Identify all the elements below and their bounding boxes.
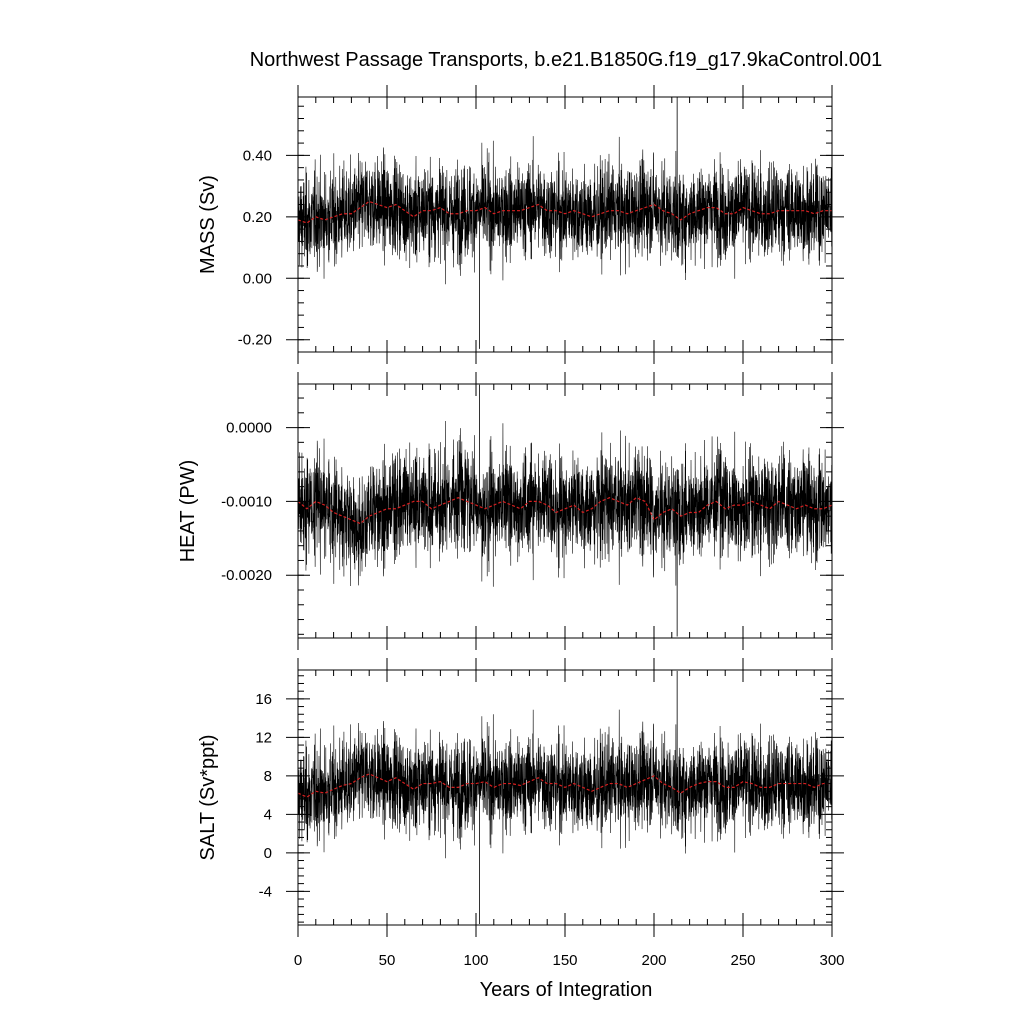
y-tick-label: 8	[264, 768, 272, 785]
series-monthly-heat	[297, 421, 833, 587]
y-tick-label: -0.0020	[221, 567, 272, 584]
series-running-mean-salt	[297, 773, 832, 798]
panel-heat: -0.0020 -0.0010 0.0000 HEAT (PW)	[177, 372, 844, 650]
y-tick-label: 0	[264, 845, 272, 862]
series-running-mean-mass	[297, 200, 832, 224]
x-axis-label: Years of Integration	[480, 979, 653, 1001]
series-running-mean-heat	[297, 497, 833, 525]
y-tick-label: 0.00	[243, 270, 272, 287]
y-tick-label: 0.20	[243, 209, 272, 226]
y-tick-label: 0.40	[243, 147, 272, 164]
y-tick-label: 4	[264, 806, 272, 823]
y-tick-label: 0.0000	[226, 420, 272, 437]
y-tick-label: 12	[255, 729, 272, 746]
y-tick-label: -0.20	[238, 332, 272, 349]
panel-salt: 0 50 100 150 200 250 300 -4 0 4 8 12 16 SALT (Sv*ppt)	[197, 658, 845, 969]
x-tick-label: 250	[730, 952, 755, 969]
y-axis-label: SALT (Sv*ppt)	[197, 735, 219, 861]
x-tick-label: 150	[552, 952, 577, 969]
x-tick-label: 50	[379, 952, 396, 969]
x-tick-label: 100	[463, 952, 488, 969]
y-tick-label: -4	[259, 883, 272, 900]
y-tick-label: 16	[255, 691, 272, 708]
chart-title: Northwest Passage Transports, b.e21.B185…	[250, 49, 883, 71]
series-monthly-mass	[297, 136, 833, 285]
panel-mass: -0.20 0.00 0.20 0.40 MASS (Sv)	[197, 85, 844, 364]
x-tick-label: 300	[819, 952, 844, 969]
y-tick-label: -0.0010	[221, 493, 272, 510]
x-tick-label: 0	[294, 952, 302, 969]
y-axis-label: MASS (Sv)	[197, 175, 219, 274]
y-axis-label: HEAT (PW)	[177, 460, 199, 563]
x-tick-label: 200	[641, 952, 666, 969]
